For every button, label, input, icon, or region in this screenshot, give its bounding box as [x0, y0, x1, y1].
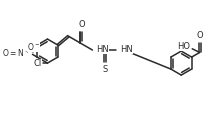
- Text: O$\mathregular{=}$N$^+$: O$\mathregular{=}$N$^+$: [2, 47, 30, 59]
- Text: O$^-$: O$^-$: [27, 41, 40, 52]
- Text: Cl: Cl: [34, 59, 42, 68]
- Text: O: O: [196, 31, 203, 40]
- Text: HN: HN: [96, 45, 109, 54]
- Text: HN: HN: [120, 45, 133, 54]
- Text: S: S: [103, 65, 108, 74]
- Text: HO: HO: [177, 42, 190, 51]
- Text: O: O: [78, 20, 85, 29]
